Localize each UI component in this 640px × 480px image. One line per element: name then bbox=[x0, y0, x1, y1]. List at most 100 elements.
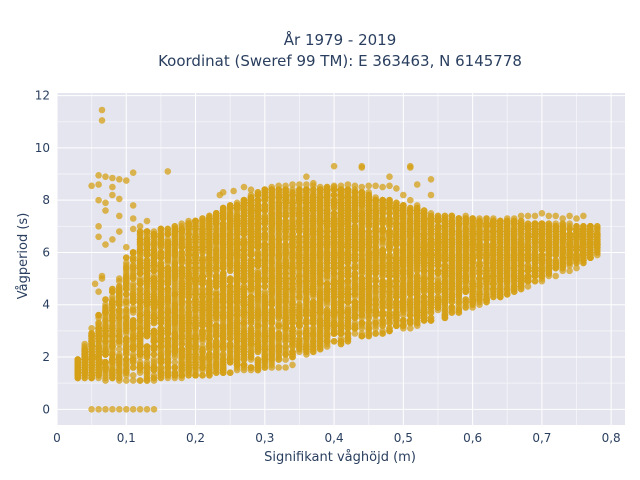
data-point bbox=[171, 249, 179, 256]
data-point bbox=[178, 251, 185, 259]
data-point bbox=[206, 223, 213, 230]
data-point bbox=[178, 243, 185, 251]
data-point bbox=[219, 275, 227, 282]
data-point bbox=[185, 291, 192, 298]
data-point bbox=[81, 356, 88, 363]
data-point bbox=[129, 298, 137, 306]
data-point bbox=[226, 306, 234, 314]
data-point bbox=[178, 306, 185, 314]
data-point bbox=[116, 338, 123, 345]
data-point bbox=[123, 319, 130, 327]
data-point bbox=[136, 280, 144, 288]
data-point bbox=[178, 314, 185, 322]
data-point bbox=[171, 345, 179, 353]
data-point bbox=[206, 314, 213, 322]
data-point bbox=[129, 335, 137, 343]
data-point bbox=[136, 359, 144, 366]
data-point bbox=[116, 351, 123, 358]
data-point bbox=[226, 277, 234, 285]
data-point bbox=[213, 264, 220, 272]
data-point bbox=[129, 317, 137, 324]
data-point bbox=[226, 317, 234, 324]
data-point bbox=[164, 228, 172, 235]
data-point bbox=[233, 236, 241, 243]
data-point bbox=[219, 259, 227, 267]
data-point bbox=[247, 327, 255, 335]
data-point bbox=[199, 285, 206, 293]
data-point bbox=[74, 356, 82, 363]
data-point bbox=[233, 306, 241, 314]
data-point bbox=[143, 270, 151, 277]
data-point bbox=[102, 351, 109, 358]
data-point bbox=[164, 296, 172, 303]
data-point bbox=[247, 262, 255, 269]
data-point bbox=[219, 230, 227, 238]
data-point bbox=[206, 246, 213, 254]
data-point bbox=[192, 296, 199, 303]
data-point bbox=[240, 262, 248, 269]
data-point bbox=[247, 249, 255, 256]
data-point bbox=[150, 301, 158, 309]
data-point bbox=[192, 251, 199, 259]
data-point bbox=[81, 361, 88, 369]
data-point bbox=[95, 327, 102, 335]
data-point bbox=[240, 330, 248, 337]
data-point bbox=[116, 322, 123, 330]
data-point bbox=[226, 293, 234, 301]
data-point bbox=[185, 246, 192, 254]
data-point bbox=[123, 272, 130, 280]
data-point bbox=[219, 325, 227, 332]
data-point bbox=[171, 283, 179, 290]
data-point bbox=[150, 238, 158, 246]
data-point bbox=[150, 277, 158, 285]
data-point bbox=[102, 306, 109, 314]
data-point bbox=[213, 351, 220, 358]
data-point bbox=[129, 264, 137, 272]
data-point bbox=[206, 353, 213, 361]
data-point bbox=[240, 285, 248, 293]
data-point bbox=[136, 230, 144, 238]
data-point bbox=[233, 251, 241, 259]
data-point bbox=[164, 348, 172, 356]
data-point bbox=[136, 314, 144, 322]
data-point bbox=[157, 275, 165, 282]
data-point bbox=[164, 272, 172, 280]
data-point bbox=[219, 298, 227, 306]
data-point bbox=[240, 228, 248, 235]
data-point bbox=[95, 319, 102, 327]
data-point bbox=[213, 246, 220, 254]
data-point bbox=[150, 259, 158, 267]
data-point bbox=[157, 348, 165, 356]
data-point bbox=[88, 325, 95, 332]
data-point bbox=[136, 291, 144, 298]
data-point bbox=[109, 348, 116, 356]
data-point bbox=[157, 330, 165, 337]
data-point bbox=[240, 306, 248, 314]
data-point bbox=[192, 275, 199, 282]
data-point bbox=[213, 322, 220, 330]
data-point bbox=[123, 306, 130, 314]
data-point bbox=[150, 335, 158, 343]
data-point bbox=[129, 275, 137, 282]
data-point bbox=[247, 304, 255, 311]
data-point bbox=[116, 361, 123, 369]
data-point bbox=[247, 207, 255, 214]
data-point bbox=[178, 327, 185, 335]
data-point bbox=[247, 233, 255, 241]
data-point bbox=[213, 238, 220, 246]
data-point bbox=[123, 259, 130, 267]
data-point bbox=[254, 317, 262, 324]
data-point bbox=[185, 319, 192, 327]
data-point bbox=[123, 254, 130, 261]
data-point bbox=[185, 270, 192, 277]
data-point bbox=[129, 351, 137, 358]
data-point bbox=[226, 345, 234, 353]
data-point bbox=[109, 311, 116, 319]
data-point bbox=[240, 215, 248, 222]
data-point bbox=[206, 267, 213, 275]
data-point bbox=[206, 277, 213, 285]
data-point bbox=[157, 267, 165, 275]
data-point bbox=[129, 340, 137, 348]
data-point bbox=[109, 325, 116, 332]
